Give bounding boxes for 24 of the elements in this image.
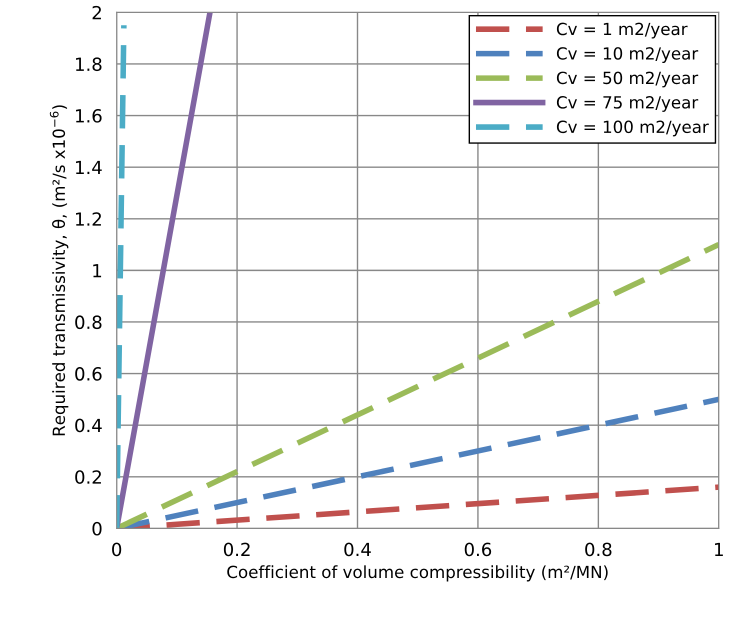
legend-label: Cv = 50 m2/year bbox=[556, 72, 698, 88]
y-tick-label: 1.2 bbox=[76, 212, 101, 226]
y-tick-label: 1.6 bbox=[76, 109, 102, 123]
y-tick-label: 1.8 bbox=[76, 57, 102, 72]
x-tick-label: 1 bbox=[715, 542, 723, 556]
y-tick-label: 0.8 bbox=[75, 315, 102, 330]
x-axis-title: Coefficient of volume compressibility (m²/MN) bbox=[227, 565, 608, 582]
x-tick-label: 0 bbox=[112, 542, 122, 556]
y-tick-label: 2 bbox=[92, 6, 101, 20]
y-tick-label: 0.2 bbox=[75, 470, 101, 484]
legend-label: Cv = 75 m2/year bbox=[556, 96, 698, 112]
y-tick-label: 1.4 bbox=[76, 160, 102, 174]
x-tick-label: 0.4 bbox=[344, 542, 371, 556]
x-tick-label: 0.8 bbox=[585, 542, 612, 556]
legend-label: Cv = 100 m2/year bbox=[556, 120, 709, 136]
y-axis-title: Required transmissivity, θ, (m²/s x10$^{−6}$) bbox=[50, 105, 68, 436]
legend-label: Cv = 1 m2/year bbox=[556, 22, 688, 38]
y-tick-label: 0.4 bbox=[75, 418, 102, 432]
y-tick-label: 1 bbox=[93, 264, 102, 278]
y-tick-label: 0.6 bbox=[75, 367, 102, 381]
y-tick-label: 0 bbox=[92, 522, 102, 536]
x-tick-label: 0.6 bbox=[464, 542, 492, 556]
x-tick-label: 0.2 bbox=[224, 542, 250, 556]
legend-label: Cv = 10 m2/year bbox=[556, 47, 698, 63]
